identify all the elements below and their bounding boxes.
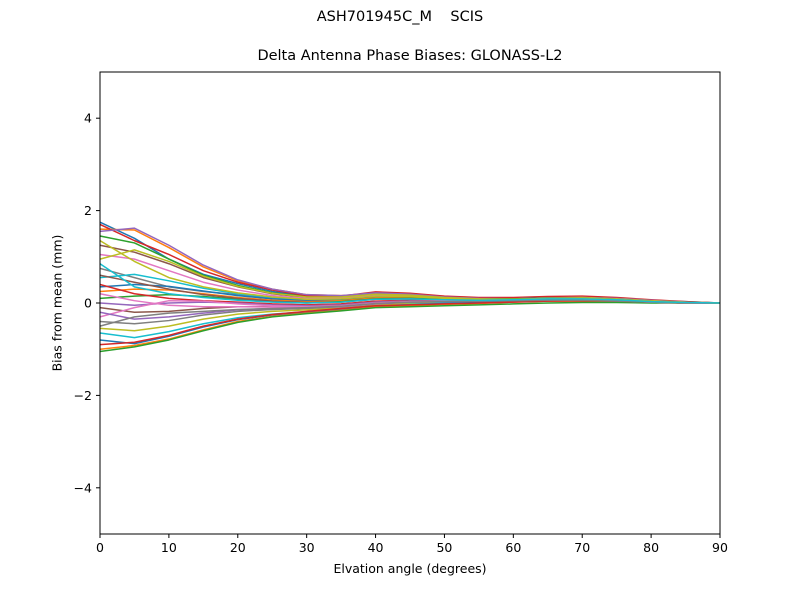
series-line-28 [99,299,720,327]
series-line-23 [99,301,720,353]
series-line-1 [99,221,721,304]
x-tick-label: 30 [299,540,315,555]
series-line-9 [99,249,721,304]
x-tick-label: 10 [161,540,177,555]
y-tick-label: −2 [74,388,92,403]
series-lines [99,221,721,353]
x-tick-label: 60 [505,540,521,555]
figure-suptitle: ASH701945C_M SCIS [316,9,484,25]
series-line-22 [99,300,720,350]
y-tick-label: 4 [84,111,92,126]
y-tick-label: 2 [84,203,92,218]
y-tick-label: 0 [84,296,92,311]
y-axis-label: Bias from mean (mm) [49,234,65,372]
x-tick-label: 40 [368,540,384,555]
x-tick-label: 20 [230,540,246,555]
y-axis: −4 −2 0 2 4 [74,111,100,495]
x-axis-label: Elvation angle (degrees) [333,561,487,576]
x-tick-label: 70 [574,540,590,555]
x-axis: 0 10 20 30 40 50 60 70 80 90 [96,534,728,555]
x-tick-label: 90 [712,540,728,555]
series-line-30 [99,263,721,304]
x-tick-label: 50 [436,540,452,555]
x-tick-label: 0 [96,540,104,555]
x-tick-label: 80 [643,540,659,555]
chart-title: Delta Antenna Phase Biases: GLONASS-L2 [257,48,563,64]
y-tick-label: −4 [74,480,92,495]
series-line-4 [99,223,721,304]
